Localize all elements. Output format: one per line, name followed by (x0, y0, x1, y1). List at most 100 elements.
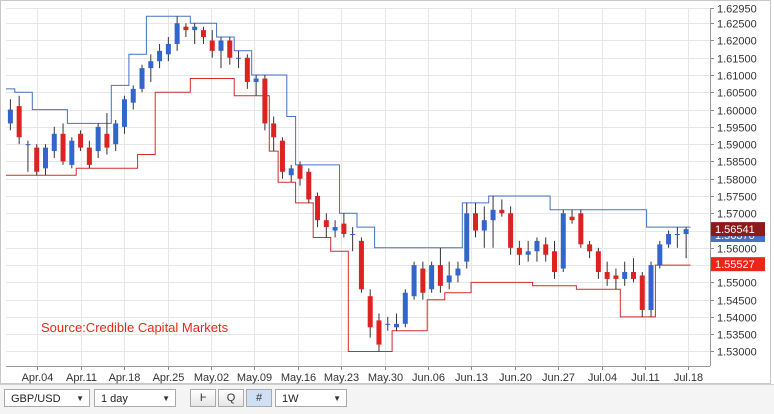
y-tick-label: 1.59000 (717, 140, 757, 152)
x-tick-label: Jul.04 (588, 372, 617, 384)
candle-bullish (455, 268, 461, 276)
candle-bearish (271, 123, 277, 138)
candle-bullish (464, 213, 470, 262)
candle-bullish (7, 109, 13, 124)
x-tick-label: Jun.06 (412, 372, 445, 384)
x-tick-label: Apr.18 (109, 372, 141, 384)
chart-toolbar: GBP/USD ▼ 1 day ▼ Ⱶ Q # 1W ▼ (0, 384, 774, 414)
price-marker (711, 257, 765, 272)
candle-bullish (157, 50, 163, 62)
y-tick-label: 1.62950 (717, 4, 757, 16)
source-label: Source:Credible Capital Markets (41, 320, 229, 335)
candle-bearish (551, 251, 557, 273)
candle-bullish (560, 213, 566, 269)
x-tick-label: Apr.04 (22, 372, 54, 384)
y-tick-label: 1.58000 (717, 175, 757, 187)
zoom-icon: Q (226, 392, 236, 404)
candle-bearish (306, 171, 312, 200)
candle-bullish (385, 323, 391, 325)
candle-bearish (183, 26, 189, 31)
price-marker-label: 1.55527 (715, 259, 755, 271)
crosshair-icon: Ⱶ (199, 392, 207, 404)
y-tick-label: 1.54500 (717, 296, 757, 308)
candle-bullish (42, 147, 48, 169)
candle-bearish (244, 57, 250, 82)
candle-bullish (490, 209, 496, 221)
candle-bearish (595, 251, 601, 273)
candle-bullish (411, 265, 417, 297)
candle-bullish (51, 133, 57, 152)
y-tick-label: 1.60500 (717, 88, 757, 100)
x-tick-label: Jul.11 (631, 372, 660, 384)
y-tick-label: 1.53000 (717, 347, 757, 359)
candle-bearish (209, 40, 215, 51)
candle-bullish (657, 244, 663, 266)
candle-bearish (420, 268, 426, 293)
y-tick-label: 1.53500 (717, 330, 757, 342)
candle-bearish (376, 320, 382, 345)
candle-bearish (200, 30, 206, 38)
candle-bullish (525, 251, 531, 255)
candle-bearish (86, 147, 92, 165)
candle-bearish (578, 213, 584, 245)
channel-lower-line (6, 78, 691, 352)
channel-upper-line (6, 15, 691, 249)
candle-bullish (666, 233, 672, 245)
candle-bullish (236, 57, 242, 59)
y-tick-label: 1.58500 (717, 157, 757, 169)
y-tick-label: 1.60000 (717, 106, 757, 118)
candle-bearish (227, 40, 233, 58)
candle-bullish (350, 233, 356, 235)
y-tick-label: 1.62000 (717, 36, 757, 48)
x-tick-label: May.02 (194, 372, 229, 384)
candle-bullish (481, 220, 487, 231)
zoom-tool-button[interactable]: Q (218, 389, 244, 407)
y-tick-label: 1.55000 (717, 278, 757, 290)
period-value: 1 day (101, 393, 128, 405)
candle-bullish (622, 272, 628, 279)
candle-bullish (402, 292, 408, 324)
candle-bearish (543, 244, 549, 255)
y-tick-label: 1.61000 (717, 71, 757, 83)
candle-bearish (279, 140, 285, 172)
x-tick-label: May.09 (237, 372, 272, 384)
grid-icon: # (255, 392, 263, 404)
x-tick-label: May.30 (368, 372, 403, 384)
grid-toggle-button[interactable]: # (246, 389, 272, 407)
candle-bearish (16, 106, 22, 138)
y-tick-label: 1.61500 (717, 54, 757, 66)
interval-select[interactable]: 1W ▼ (275, 389, 347, 407)
candle-bullish (69, 140, 75, 165)
interval-value: 1W (282, 393, 299, 405)
candle-bullish (192, 26, 198, 31)
y-tick-label: 1.57000 (717, 209, 757, 221)
chevron-down-icon: ▼ (162, 394, 170, 403)
candle-bearish (473, 213, 479, 231)
candle-bullish (95, 126, 101, 152)
symbol-select[interactable]: GBP/USD ▼ (4, 389, 90, 407)
candle-bearish (341, 223, 347, 234)
candle-bearish (613, 275, 619, 279)
crosshair-tool-button[interactable]: Ⱶ (190, 389, 216, 407)
candle-bullish (121, 99, 127, 127)
candle-bearish (499, 209, 505, 214)
candle-bullish (130, 88, 136, 103)
candle-bullish (218, 40, 224, 51)
candle-bearish (437, 265, 443, 286)
x-tick-label: Apr.11 (66, 372, 97, 384)
candle-bullish (429, 265, 435, 290)
candle-bullish (674, 233, 680, 235)
candle-bearish (297, 164, 303, 179)
candle-bearish (104, 133, 110, 148)
x-tick-label: May.16 (281, 372, 316, 384)
candle-bullish (174, 23, 180, 44)
candle-bearish (587, 244, 593, 252)
candle-bullish (253, 78, 259, 82)
period-select[interactable]: 1 day ▼ (94, 389, 176, 407)
candle-bearish (60, 133, 66, 162)
candle-bearish (639, 275, 645, 311)
candle-bullish (332, 227, 338, 231)
candle-bearish (604, 272, 610, 279)
x-tick-label: May.23 (324, 372, 359, 384)
chevron-down-icon: ▼ (76, 394, 84, 403)
